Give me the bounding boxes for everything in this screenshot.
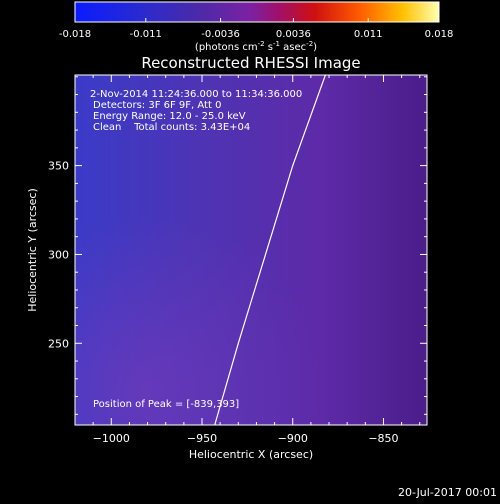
colorbar-tick-label: 0.0036 (276, 29, 311, 40)
annotation-time: 2-Nov-2014 11:24:36.000 to 11:34:36.000 (90, 89, 302, 100)
y-axis: 250 300 350 (48, 76, 427, 415)
x-tick-label: −1000 (93, 432, 130, 445)
annotation-clean: Clean Total counts: 3.43E+04 (93, 122, 250, 133)
footer-date: 20-Jul-2017 00:01 (398, 486, 497, 499)
colorbar-ticks: -0.018 -0.011 -0.0036 0.0036 0.011 0.018 (59, 18, 453, 40)
colorbar-tick-label: -0.0036 (201, 29, 240, 40)
annotation-energy: Energy Range: 12.0 - 25.0 keV (93, 111, 246, 122)
y-axis-label: Heliocentric Y (arcsec) (26, 188, 39, 312)
image-area (75, 75, 427, 425)
peak-label: Position of Peak = [-839,393] (93, 399, 239, 410)
solar-limb-line (214, 75, 326, 425)
annotation-detectors: Detectors: 3F 6F 9F, Att 0 (93, 100, 221, 111)
colorbar (74, 1, 440, 23)
colorbar-tick-label: 0.018 (425, 29, 454, 40)
x-tick-label: −900 (278, 432, 308, 445)
y-tick-label: 300 (48, 248, 69, 261)
x-axis-label: Heliocentric X (arcsec) (189, 448, 313, 461)
colorbar-tick-label: -0.011 (130, 29, 162, 40)
x-tick-label: −950 (187, 432, 217, 445)
x-axis: −1000 −950 −900 −850 (92, 75, 421, 445)
annotation-block: 2-Nov-2014 11:24:36.000 to 11:34:36.000 … (90, 89, 302, 133)
plot-frame (74, 74, 428, 426)
flare-source (265, 75, 427, 345)
x-tick-label: −850 (368, 432, 398, 445)
y-tick-label: 350 (48, 160, 69, 173)
colorbar-tick-label: -0.018 (59, 29, 91, 40)
chart-title: Reconstructed RHESSI Image (141, 54, 360, 72)
colorbar-tick-label: 0.011 (354, 29, 383, 40)
colorbar-units: (photons cm-2 s-1 asec-2) (195, 40, 317, 53)
y-tick-label: 250 (48, 337, 69, 350)
